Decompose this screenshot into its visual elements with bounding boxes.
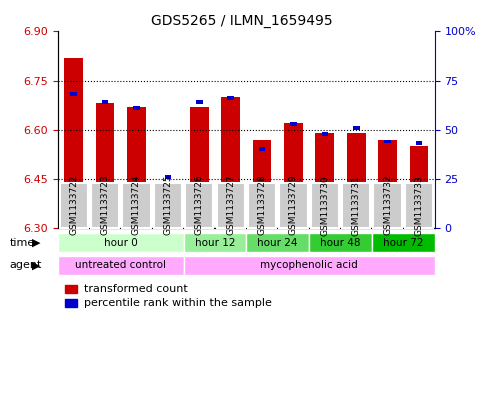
Text: agent: agent: [10, 261, 42, 270]
FancyBboxPatch shape: [279, 182, 308, 228]
Text: GSM1133724: GSM1133724: [132, 175, 141, 235]
Bar: [284, 123, 303, 228]
Bar: [259, 147, 265, 151]
FancyBboxPatch shape: [59, 182, 88, 228]
Bar: [66, 299, 77, 307]
FancyBboxPatch shape: [246, 233, 309, 252]
Bar: [133, 106, 140, 110]
Bar: [64, 58, 83, 228]
FancyBboxPatch shape: [58, 233, 184, 252]
FancyBboxPatch shape: [342, 182, 370, 228]
Bar: [71, 92, 77, 96]
Bar: [416, 141, 422, 145]
Bar: [353, 126, 359, 130]
Text: GSM1133733: GSM1133733: [414, 175, 424, 235]
Text: hour 0: hour 0: [104, 238, 138, 248]
Text: ▶: ▶: [32, 261, 41, 270]
Text: percentile rank within the sample: percentile rank within the sample: [85, 298, 272, 308]
FancyBboxPatch shape: [184, 256, 435, 275]
FancyBboxPatch shape: [216, 182, 245, 228]
Text: GSM1133730: GSM1133730: [320, 175, 329, 235]
FancyBboxPatch shape: [58, 256, 184, 275]
Text: GSM1133723: GSM1133723: [100, 175, 110, 235]
Bar: [127, 107, 146, 228]
Text: GDS5265 / ILMN_1659495: GDS5265 / ILMN_1659495: [151, 14, 332, 28]
FancyBboxPatch shape: [311, 182, 339, 228]
Text: GSM1133728: GSM1133728: [257, 175, 267, 235]
FancyBboxPatch shape: [372, 233, 435, 252]
Bar: [196, 100, 202, 104]
Text: GSM1133722: GSM1133722: [69, 175, 78, 235]
Text: GSM1133727: GSM1133727: [226, 175, 235, 235]
Text: hour 12: hour 12: [195, 238, 235, 248]
Bar: [227, 96, 234, 100]
Bar: [96, 103, 114, 228]
Bar: [290, 122, 297, 126]
Bar: [410, 146, 428, 228]
Text: untreated control: untreated control: [75, 261, 166, 270]
Text: mycophenolic acid: mycophenolic acid: [260, 261, 358, 270]
FancyBboxPatch shape: [309, 233, 372, 252]
Text: hour 24: hour 24: [257, 238, 298, 248]
Bar: [221, 97, 240, 228]
Bar: [378, 140, 397, 228]
Text: hour 48: hour 48: [320, 238, 361, 248]
Text: GSM1133731: GSM1133731: [352, 175, 361, 235]
FancyBboxPatch shape: [185, 182, 213, 228]
Bar: [190, 107, 209, 228]
Text: GSM1133729: GSM1133729: [289, 175, 298, 235]
Bar: [384, 140, 391, 143]
FancyBboxPatch shape: [373, 182, 402, 228]
Bar: [102, 100, 108, 104]
Bar: [322, 132, 328, 136]
Text: GSM1133726: GSM1133726: [195, 175, 204, 235]
Text: transformed count: transformed count: [85, 284, 188, 294]
Text: ▶: ▶: [32, 238, 41, 248]
FancyBboxPatch shape: [122, 182, 151, 228]
Text: GSM1133725: GSM1133725: [163, 175, 172, 235]
Bar: [66, 285, 77, 293]
FancyBboxPatch shape: [91, 182, 119, 228]
FancyBboxPatch shape: [248, 182, 276, 228]
Bar: [347, 133, 366, 228]
Text: GSM1133732: GSM1133732: [383, 175, 392, 235]
FancyBboxPatch shape: [405, 182, 433, 228]
Bar: [315, 133, 334, 228]
Bar: [253, 140, 271, 228]
FancyBboxPatch shape: [184, 233, 246, 252]
Bar: [165, 175, 171, 179]
FancyBboxPatch shape: [154, 182, 182, 228]
Text: time: time: [10, 238, 35, 248]
Text: hour 72: hour 72: [383, 238, 424, 248]
